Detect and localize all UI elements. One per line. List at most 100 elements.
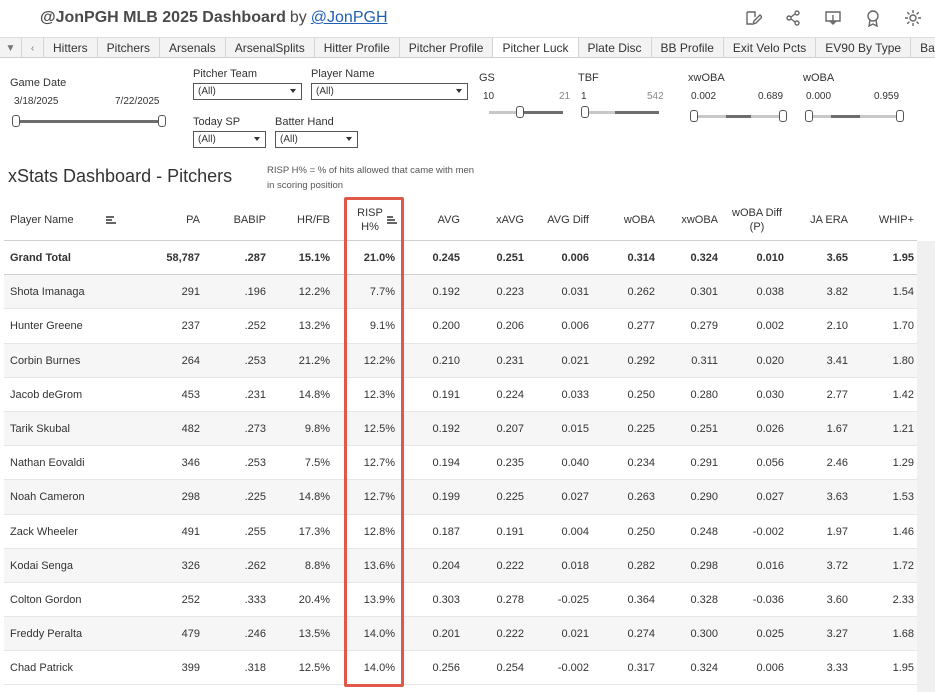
cell-risp-h: 12.7% xyxy=(363,491,395,504)
col-header-pa[interactable]: PA xyxy=(186,214,200,226)
tab-pitcher-profile[interactable]: Pitcher Profile xyxy=(400,38,494,57)
game-date-end: 7/22/2025 xyxy=(115,96,160,107)
slider-handle[interactable] xyxy=(581,106,589,118)
table-row[interactable]: Freddy Peralta 479 .246 13.5% 14.0% 0.201 0.22… xyxy=(4,617,917,652)
gs-slider[interactable] xyxy=(489,106,563,118)
tab-hitter-profile[interactable]: Hitter Profile xyxy=(315,38,400,57)
tab-plate-disc[interactable]: Plate Disc xyxy=(579,38,652,57)
cell-risp-h: 12.2% xyxy=(363,354,395,367)
cell-babip: .273 xyxy=(244,422,266,435)
col-header-risp-h[interactable]: RISP H% xyxy=(347,199,405,241)
tab-ba[interactable]: Ba xyxy=(911,38,935,57)
cell-risp-h: 13.9% xyxy=(363,593,395,606)
slider-handle-min[interactable] xyxy=(690,110,698,122)
tab-pitcher-luck[interactable]: Pitcher Luck xyxy=(493,38,579,57)
col-header-hr-fb[interactable]: HR/FB xyxy=(297,214,330,226)
author-link[interactable]: @JonPGH xyxy=(310,9,388,26)
cell-xavg: 0.206 xyxy=(496,320,524,333)
dashboard-title: xStats Dashboard - Pitchers xyxy=(8,166,233,186)
col-header-avg[interactable]: AVG xyxy=(437,214,460,226)
share-icon[interactable] xyxy=(783,8,803,28)
woba-slider[interactable] xyxy=(805,110,904,122)
cell-ja-era: 3.63 xyxy=(826,491,848,504)
cell-avg-diff: -0.025 xyxy=(557,593,589,606)
tab-bb-profile[interactable]: BB Profile xyxy=(652,38,724,57)
cell-pa: 264 xyxy=(181,354,200,367)
cell-whip-plus: 1.29 xyxy=(892,457,914,470)
cell-hr-fb: 13.2% xyxy=(298,320,330,333)
gs-min: 10 xyxy=(483,91,495,102)
table-row[interactable]: Jacob deGrom 453 .231 14.8% 12.3% 0.191 0.224 0… xyxy=(4,378,917,412)
slider-handle-max[interactable] xyxy=(896,110,904,122)
cell-woba: 0.262 xyxy=(627,286,655,299)
col-header-xavg[interactable]: xAVG xyxy=(496,214,524,226)
cell-ja-era: 1.97 xyxy=(826,525,848,538)
cell-woba-diff: 0.010 xyxy=(756,252,784,264)
batter-hand-select[interactable]: (All) xyxy=(275,131,358,148)
slider-handle[interactable] xyxy=(516,106,524,118)
cell-woba-diff: -0.002 xyxy=(752,525,784,538)
col-header-babip[interactable]: BABIP xyxy=(233,214,266,226)
table-row[interactable]: Corbin Burnes 264 .253 21.2% 12.2% 0.210 0.231… xyxy=(4,343,917,378)
slider-handle-max[interactable] xyxy=(779,110,787,122)
cell-hr-fb: 12.5% xyxy=(298,662,330,675)
col-header-avg-diff[interactable]: AVG Diff xyxy=(547,214,589,226)
cell-babip: .262 xyxy=(244,559,266,572)
tbf-slider[interactable] xyxy=(581,106,659,118)
cell-avg-diff: 0.006 xyxy=(561,252,589,264)
col-header-whip-plus[interactable]: WHIP+ xyxy=(878,214,914,226)
table-row[interactable]: Tarik Skubal 482 .273 9.8% 12.5% 0.192 0.207 0.… xyxy=(4,411,917,447)
table-row[interactable]: Kodai Senga 326 .262 8.8% 13.6% 0.204 0.222 0.0… xyxy=(4,548,917,583)
cell-avg: 0.187 xyxy=(432,525,460,538)
tab-exit-velo-pcts[interactable]: Exit Velo Pcts xyxy=(724,38,817,57)
pitcher-team-select[interactable]: (All) xyxy=(193,83,302,100)
vertical-scrollbar[interactable] xyxy=(917,241,935,692)
xwoba-slider[interactable] xyxy=(690,110,787,122)
tab-hitters[interactable]: Hitters xyxy=(44,38,98,57)
slider-fill xyxy=(726,115,751,118)
table-row[interactable]: Zack Wheeler 491 .255 17.3% 12.8% 0.187 0.191 0… xyxy=(4,515,917,549)
col-header-ja-era[interactable]: JA ERA xyxy=(810,214,848,226)
batter-hand-label: Batter Hand xyxy=(275,116,334,128)
game-date-slider[interactable] xyxy=(12,115,166,127)
player-name-select[interactable]: (All) xyxy=(311,83,468,100)
badge-icon[interactable] xyxy=(863,8,883,28)
col-header-woba[interactable]: wOBA xyxy=(623,214,655,226)
slider-handle-min[interactable] xyxy=(12,115,20,127)
cell-avg-diff: 0.033 xyxy=(561,388,589,401)
cell-woba-diff: 0.026 xyxy=(756,422,784,435)
col-header-woba-diff[interactable]: wOBA Diff (P) xyxy=(732,207,782,233)
download-icon[interactable] xyxy=(823,8,843,28)
edit-icon[interactable] xyxy=(743,8,763,28)
cell-avg: 0.200 xyxy=(432,320,460,333)
tab-menu-button[interactable]: ▼ xyxy=(0,38,22,57)
col-header-xwoba[interactable]: xwOBA xyxy=(681,214,718,226)
tab-scroll-left-button[interactable]: ‹ xyxy=(22,38,44,57)
cell-ja-era: 2.10 xyxy=(826,320,848,333)
tab-arsenals[interactable]: Arsenals xyxy=(160,38,226,57)
table-header: Player Name PA BABIP HR/FB RISP H% AVG x… xyxy=(4,199,917,241)
cell-woba: 0.250 xyxy=(627,525,655,538)
grand-total-row[interactable]: Grand Total 58,787 .287 15.1% 21.0% 0.245 0.25… xyxy=(4,241,917,276)
table-row[interactable]: Nathan Eovaldi 346 .253 7.5% 12.7% 0.194 0.235… xyxy=(4,446,917,481)
settings-icon[interactable] xyxy=(903,8,923,28)
cell-whip-plus: 1.80 xyxy=(892,354,914,367)
today-sp-select[interactable]: (All) xyxy=(193,131,266,148)
cell-xavg: 0.278 xyxy=(496,593,524,606)
tab-pitchers[interactable]: Pitchers xyxy=(98,38,161,57)
tab-ev90-by-type[interactable]: EV90 By Type xyxy=(816,38,912,57)
cell-ja-era: 2.46 xyxy=(826,457,848,470)
cell-babip: .253 xyxy=(244,457,266,470)
sort-icon[interactable] xyxy=(105,215,116,225)
table-row[interactable]: Colton Gordon 252 .333 20.4% 13.9% 0.303 0.278… xyxy=(4,583,917,618)
table-row[interactable]: Hunter Greene 237 .252 13.2% 9.1% 0.200 0.206 0… xyxy=(4,309,917,344)
table-row[interactable]: Shota Imanaga 291 .196 12.2% 7.7% 0.192 0.223 0… xyxy=(4,275,917,310)
cell-risp-h: 21.0% xyxy=(363,252,395,264)
slider-handle-min[interactable] xyxy=(805,110,813,122)
slider-handle-max[interactable] xyxy=(158,115,166,127)
table-row[interactable]: Chad Patrick 399 .318 12.5% 14.0% 0.256 0.254 -… xyxy=(4,651,917,686)
sort-icon[interactable] xyxy=(387,215,397,225)
tab-arsenal-splits[interactable]: ArsenalSplits xyxy=(226,38,315,57)
table-row[interactable]: Noah Cameron 298 .225 14.8% 12.7% 0.199 0.225 0… xyxy=(4,480,917,515)
col-header-player-name[interactable]: Player Name xyxy=(10,199,130,241)
